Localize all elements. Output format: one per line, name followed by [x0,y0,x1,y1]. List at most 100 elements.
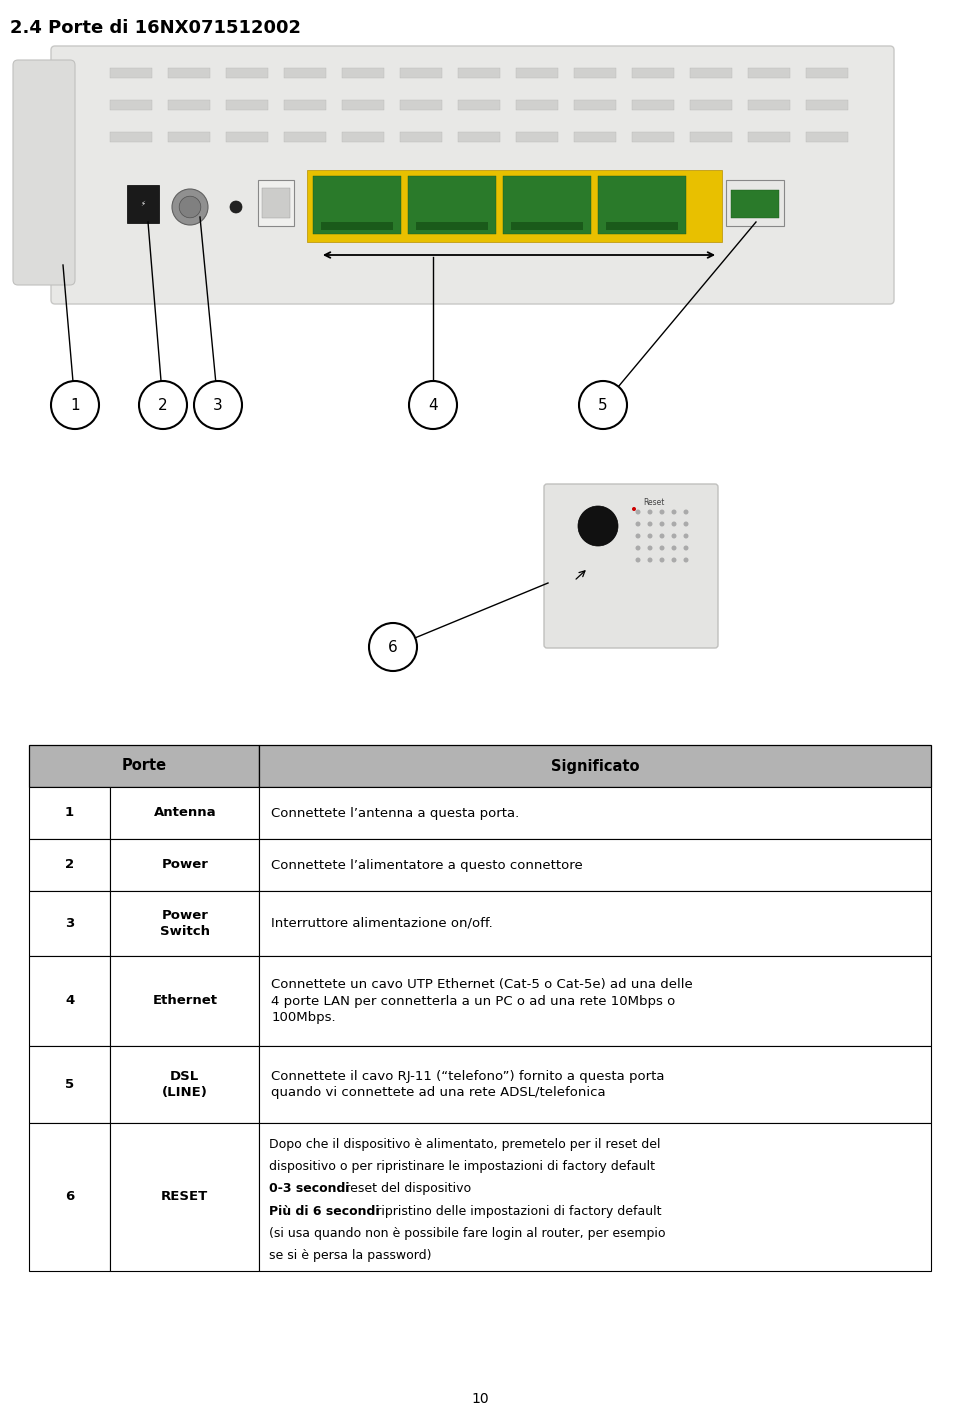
Text: 5: 5 [598,398,608,412]
Bar [29,745,259,787]
Bar [516,99,558,109]
Bar [632,99,674,109]
Circle shape [660,522,664,527]
Bar [400,68,442,78]
Circle shape [409,381,457,429]
Text: Dopo che il dispositivo è alimentato, premetelo per il reset del: Dopo che il dispositivo è alimentato, pr… [269,1138,660,1151]
Bar [458,68,500,78]
Circle shape [671,533,677,539]
Text: Significato: Significato [551,759,639,773]
Bar [748,132,790,142]
Bar [806,68,848,78]
Text: 0-3 secondi: 0-3 secondi [269,1182,349,1195]
Bar [226,68,268,78]
Bar [342,68,384,78]
Bar [110,1123,259,1270]
Bar [284,68,326,78]
Text: 1: 1 [65,807,74,820]
FancyBboxPatch shape [544,485,718,648]
Circle shape [636,533,640,539]
Bar [168,99,210,109]
Bar [632,132,674,142]
Bar [110,1046,259,1123]
Bar [606,222,678,230]
Bar [226,132,268,142]
Bar [259,787,931,838]
Text: 4: 4 [428,398,438,412]
Circle shape [230,200,242,213]
Bar [511,222,583,230]
Circle shape [139,381,187,429]
Circle shape [579,381,627,429]
Bar [258,180,294,226]
Text: (si usa quando non è possibile fare login al router, per esempio: (si usa quando non è possibile fare logi… [269,1226,665,1241]
Bar [259,745,931,787]
Text: Ethernet: Ethernet [153,995,217,1007]
Bar [29,1046,110,1123]
Text: 5: 5 [65,1079,74,1091]
Bar [284,99,326,109]
Bar [632,68,674,78]
Circle shape [647,546,653,550]
Circle shape [636,557,640,563]
Text: : reset del dispositivo: : reset del dispositivo [337,1182,471,1195]
Bar [110,99,152,109]
Circle shape [660,533,664,539]
Circle shape [684,533,688,539]
Text: RESET: RESET [161,1191,208,1204]
Text: 3: 3 [65,917,74,929]
Bar [400,99,442,109]
Circle shape [578,506,618,546]
Circle shape [632,507,636,512]
Circle shape [684,546,688,550]
Text: 2: 2 [65,858,74,871]
Bar [458,132,500,142]
Bar [516,132,558,142]
Bar [342,99,384,109]
Bar [731,190,779,217]
Circle shape [647,557,653,563]
Bar [342,132,384,142]
Circle shape [660,557,664,563]
Circle shape [636,546,640,550]
Circle shape [684,557,688,563]
Text: Più di 6 secondi: Più di 6 secondi [269,1205,380,1218]
Circle shape [684,522,688,527]
Bar [726,180,784,226]
Text: 2.4 Porte di 16NX071512002: 2.4 Porte di 16NX071512002 [10,18,301,37]
Bar [806,99,848,109]
Text: Power
Switch: Power Switch [159,909,210,938]
Text: Interruttore alimentazione on/off.: Interruttore alimentazione on/off. [272,917,492,929]
Bar [127,185,159,223]
Circle shape [671,557,677,563]
FancyBboxPatch shape [51,45,894,304]
Text: Antenna: Antenna [154,807,216,820]
Circle shape [636,522,640,527]
Bar [321,222,393,230]
Text: 2: 2 [158,398,168,412]
Text: Connettete l’antenna a questa porta.: Connettete l’antenna a questa porta. [272,807,519,820]
Circle shape [51,381,99,429]
Bar [690,68,732,78]
Circle shape [671,510,677,514]
Bar [598,176,686,234]
Text: 4: 4 [65,995,74,1007]
Bar [168,68,210,78]
Bar [458,99,500,109]
Bar [806,132,848,142]
Bar [110,132,152,142]
Bar [690,132,732,142]
Text: 6: 6 [65,1191,74,1204]
Bar [259,891,931,956]
Text: Connettete l’alimentatore a questo connettore: Connettete l’alimentatore a questo conne… [272,858,583,871]
Bar [110,787,259,838]
Bar [416,222,488,230]
Text: DSL
(LINE): DSL (LINE) [162,1070,207,1098]
Text: dispositivo o per ripristinare le impostazioni di factory default: dispositivo o per ripristinare le impost… [269,1160,655,1172]
Text: Connettete il cavo RJ-11 (“telefono”) fornito a questa porta
quando vi connettet: Connettete il cavo RJ-11 (“telefono”) fo… [272,1070,664,1100]
Bar [226,99,268,109]
Bar [574,132,616,142]
Text: Connettete un cavo UTP Ethernet (Cat-5 o Cat-5e) ad una delle
4 porte LAN per co: Connettete un cavo UTP Ethernet (Cat-5 o… [272,978,693,1025]
FancyBboxPatch shape [13,60,75,286]
Circle shape [660,546,664,550]
